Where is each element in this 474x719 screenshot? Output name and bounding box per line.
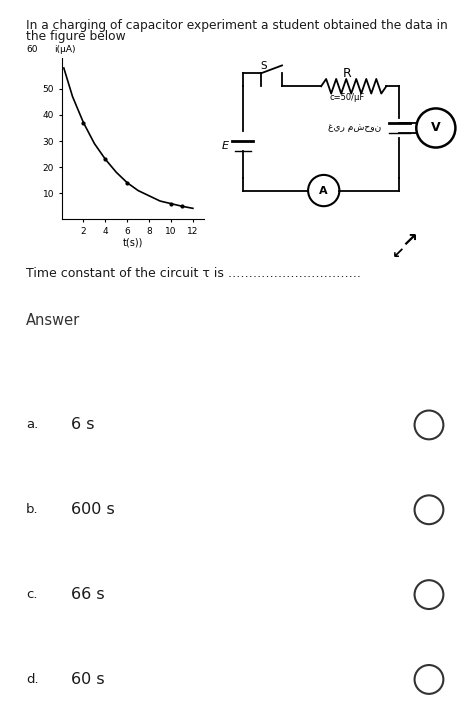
- Text: Answer: Answer: [26, 313, 80, 328]
- Text: the figure below: the figure below: [26, 30, 126, 43]
- Text: ↗: ↗: [402, 232, 418, 250]
- Text: c.: c.: [26, 588, 37, 601]
- Text: E: E: [222, 141, 229, 151]
- Text: A: A: [319, 186, 328, 196]
- Text: 60: 60: [26, 45, 37, 55]
- Text: غير مشحون: غير مشحون: [328, 124, 382, 132]
- X-axis label: t(s)): t(s)): [123, 237, 143, 247]
- Text: Time constant of the circuit τ is …………………………..: Time constant of the circuit τ is …………………: [26, 267, 361, 280]
- Text: d.: d.: [26, 673, 39, 686]
- Text: c=50/μF: c=50/μF: [329, 93, 365, 103]
- Text: a.: a.: [26, 418, 38, 431]
- Text: S: S: [261, 60, 267, 70]
- Text: b.: b.: [26, 503, 39, 516]
- Text: 600 s: 600 s: [71, 503, 115, 517]
- Text: 60 s: 60 s: [71, 672, 105, 687]
- Text: ↙: ↙: [392, 246, 404, 260]
- Text: R: R: [343, 67, 352, 80]
- Text: i(μA): i(μA): [55, 45, 76, 55]
- Text: V: V: [431, 122, 441, 134]
- Text: In a charging of capacitor experiment a student obtained the data in: In a charging of capacitor experiment a …: [26, 19, 448, 32]
- Text: 6 s: 6 s: [71, 418, 95, 432]
- Text: 66 s: 66 s: [71, 587, 105, 602]
